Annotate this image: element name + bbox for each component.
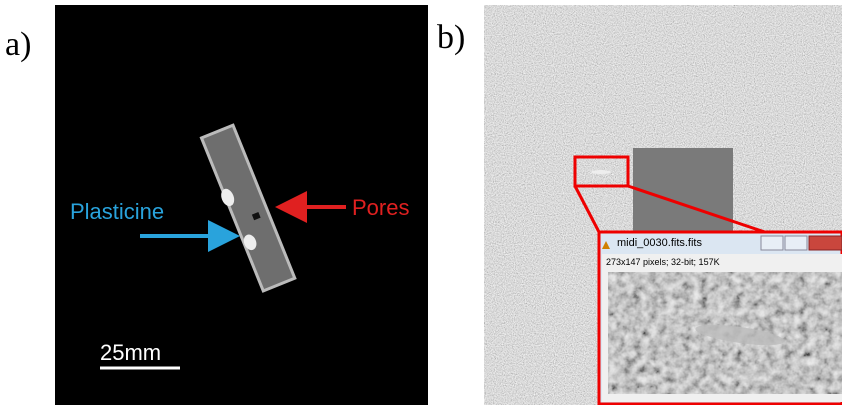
scale-label: 25mm: [100, 340, 161, 365]
minimize-button[interactable]: [761, 236, 783, 250]
annotation: Pores: [352, 195, 409, 220]
panel-label: a): [5, 26, 31, 63]
maximize-button[interactable]: [785, 236, 807, 250]
object: [591, 170, 611, 174]
window-info: 273x147 pixels; 32-bit; 157K: [606, 257, 720, 267]
figure: a) Plasticine Pores 25mm b) midi_0030.fi…: [0, 0, 842, 405]
close-button[interactable]: [809, 236, 842, 250]
window-title: midi_0030.fits.fits: [617, 237, 702, 249]
annotation: Plasticine: [70, 199, 164, 224]
panel-label: b): [437, 19, 465, 56]
inset-window: midi_0030.fits.fits 273x147 pixels; 32-b…: [599, 232, 842, 404]
